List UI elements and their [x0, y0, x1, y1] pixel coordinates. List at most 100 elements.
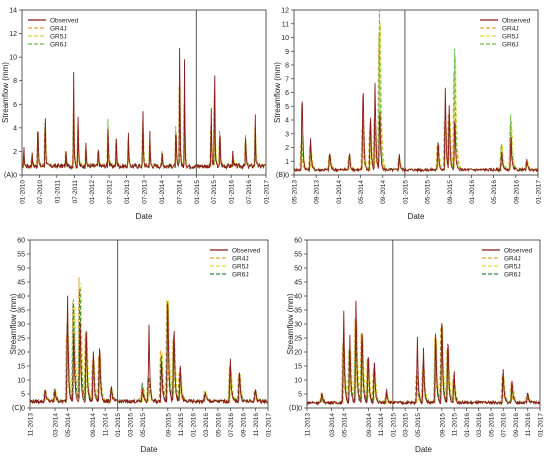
x-tick-label: 03-2016 [476, 413, 483, 437]
y-tick-label: 15 [294, 364, 302, 371]
legend-label: GR5J [232, 264, 249, 271]
y-tick-label: 1 [285, 159, 289, 166]
legend-label: GR6J [504, 272, 521, 279]
x-tick-label: 01-2017 [264, 180, 271, 204]
x-tick-label: 01-2017 [538, 413, 545, 437]
y-axis-title: Streamflow (mm) [1, 62, 10, 123]
x-tick-label: 01-2012 [89, 180, 96, 204]
x-tick-label: 01-2016 [469, 180, 476, 204]
y-tick-label: 45 [17, 280, 25, 287]
panel-label: (C) [12, 405, 22, 412]
chart-panel-c: 0 5 10 15 20 25 30 35 40 45 50 55 60 11-2013 03-2014 05… [9, 238, 273, 455]
y-tick-label: 50 [17, 266, 25, 273]
y-tick-label: 0 [285, 173, 289, 180]
x-tick-label: 05-2015 [140, 413, 147, 437]
y-tick-label: 14 [9, 8, 17, 15]
x-tick-label: 03-2016 [203, 413, 210, 437]
y-tick-label: 40 [17, 294, 25, 301]
y-tick-label: 10 [294, 378, 302, 385]
x-tick-label: 09-2015 [439, 413, 446, 437]
y-tick-label: 55 [17, 252, 25, 259]
y-tick-label: 11 [282, 21, 289, 28]
legend-label: GR6J [232, 272, 249, 279]
legend-label: GR6J [50, 42, 67, 49]
x-tick-label: 01-2014 [159, 180, 166, 204]
y-tick-label: 0 [298, 406, 302, 413]
y-tick-label: 4 [285, 118, 289, 125]
x-tick-label: 09-2014 [380, 180, 387, 204]
y-tick-label: 45 [294, 280, 302, 287]
y-tick-label: 12 [281, 8, 289, 15]
y-tick-label: 35 [17, 308, 25, 315]
legend-label: GR5J [50, 34, 67, 41]
series-line-observed [306, 300, 540, 406]
legend-label: GR5J [502, 34, 519, 41]
legend-label: GR6J [502, 42, 519, 49]
x-tick-label: 05-2013 [292, 180, 299, 204]
x-tick-label: 05-2015 [425, 180, 432, 204]
y-tick-label: 30 [17, 322, 25, 329]
series-line-observed [29, 295, 269, 405]
y-tick-label: 5 [21, 392, 25, 399]
y-tick-label: 40 [294, 294, 302, 301]
y-tick-label: 8 [285, 63, 289, 70]
x-tick-label: 01-2017 [266, 413, 273, 437]
x-tick-label: 09-2013 [314, 180, 321, 204]
x-tick-label: 11-2015 [178, 413, 185, 437]
legend-label: Observed [502, 18, 531, 25]
x-tick-label: 07-2015 [211, 180, 218, 204]
legend-label: GR4J [502, 26, 519, 33]
legend-label: Observed [232, 248, 261, 255]
y-tick-label: 60 [17, 238, 25, 245]
series-line-gr5j [306, 323, 540, 406]
chart-panel-d: 0 5 10 15 20 25 30 35 40 45 50 55 60 11-2013 03-2014 05… [286, 238, 545, 455]
x-tick-label: 01-2010 [20, 180, 27, 204]
y-tick-label: 12 [9, 31, 17, 38]
x-tick-label: 01-2016 [229, 180, 236, 204]
legend-label: GR4J [504, 256, 521, 263]
x-tick-label: 11-2013 [28, 413, 35, 437]
x-axis-title: Date [408, 212, 425, 221]
chart-panel-a: 0 2 4 6 8 10 12 14 01-2010 07-2010 01-2011 07-2011 0… [1, 8, 271, 222]
y-tick-label: 55 [294, 252, 302, 259]
x-tick-label: 01-2015 [115, 413, 122, 437]
x-tick-label: 01-2013 [124, 180, 131, 204]
x-tick-label: 05-2014 [65, 413, 72, 437]
x-tick-label: 07-2014 [176, 180, 183, 204]
x-tick-label: 01-2014 [336, 180, 343, 204]
y-tick-label: 4 [13, 125, 17, 132]
panel-label: (B) [276, 172, 285, 179]
x-axis-title: Date [136, 212, 153, 221]
x-tick-label: 09-2014 [90, 413, 97, 437]
y-tick-label: 7 [285, 76, 289, 83]
legend-label: Observed [50, 18, 79, 25]
y-tick-label: 2 [285, 145, 289, 152]
y-tick-label: 10 [17, 378, 25, 385]
x-tick-label: 07-2010 [37, 180, 44, 204]
x-axis-title: Date [415, 445, 432, 454]
x-tick-label: 11-2014 [378, 413, 385, 437]
x-tick-label: 05-2016 [215, 413, 222, 437]
x-tick-label: 05-2016 [488, 413, 495, 437]
x-tick-label: 03-2014 [53, 413, 60, 437]
y-tick-label: 6 [285, 90, 289, 97]
legend-label: GR4J [232, 256, 249, 263]
x-tick-label: 09-2016 [240, 413, 247, 437]
x-tick-label: 05-2014 [358, 180, 365, 204]
y-axis-title: Streamflow (mm) [286, 293, 295, 354]
x-tick-label: 03-2014 [329, 413, 336, 437]
legend-label: GR4J [50, 26, 67, 33]
series-line-observed [21, 47, 267, 170]
y-axis-title: Streamflow (mm) [9, 293, 18, 354]
x-tick-label: 05-2015 [415, 413, 422, 437]
x-tick-label: 09-2014 [366, 413, 373, 437]
series-line-gr4j [306, 318, 540, 406]
x-tick-label: 11-2013 [305, 413, 312, 437]
y-tick-label: 0 [21, 406, 25, 413]
series-line-observed [293, 82, 539, 173]
y-tick-label: 20 [294, 350, 302, 357]
